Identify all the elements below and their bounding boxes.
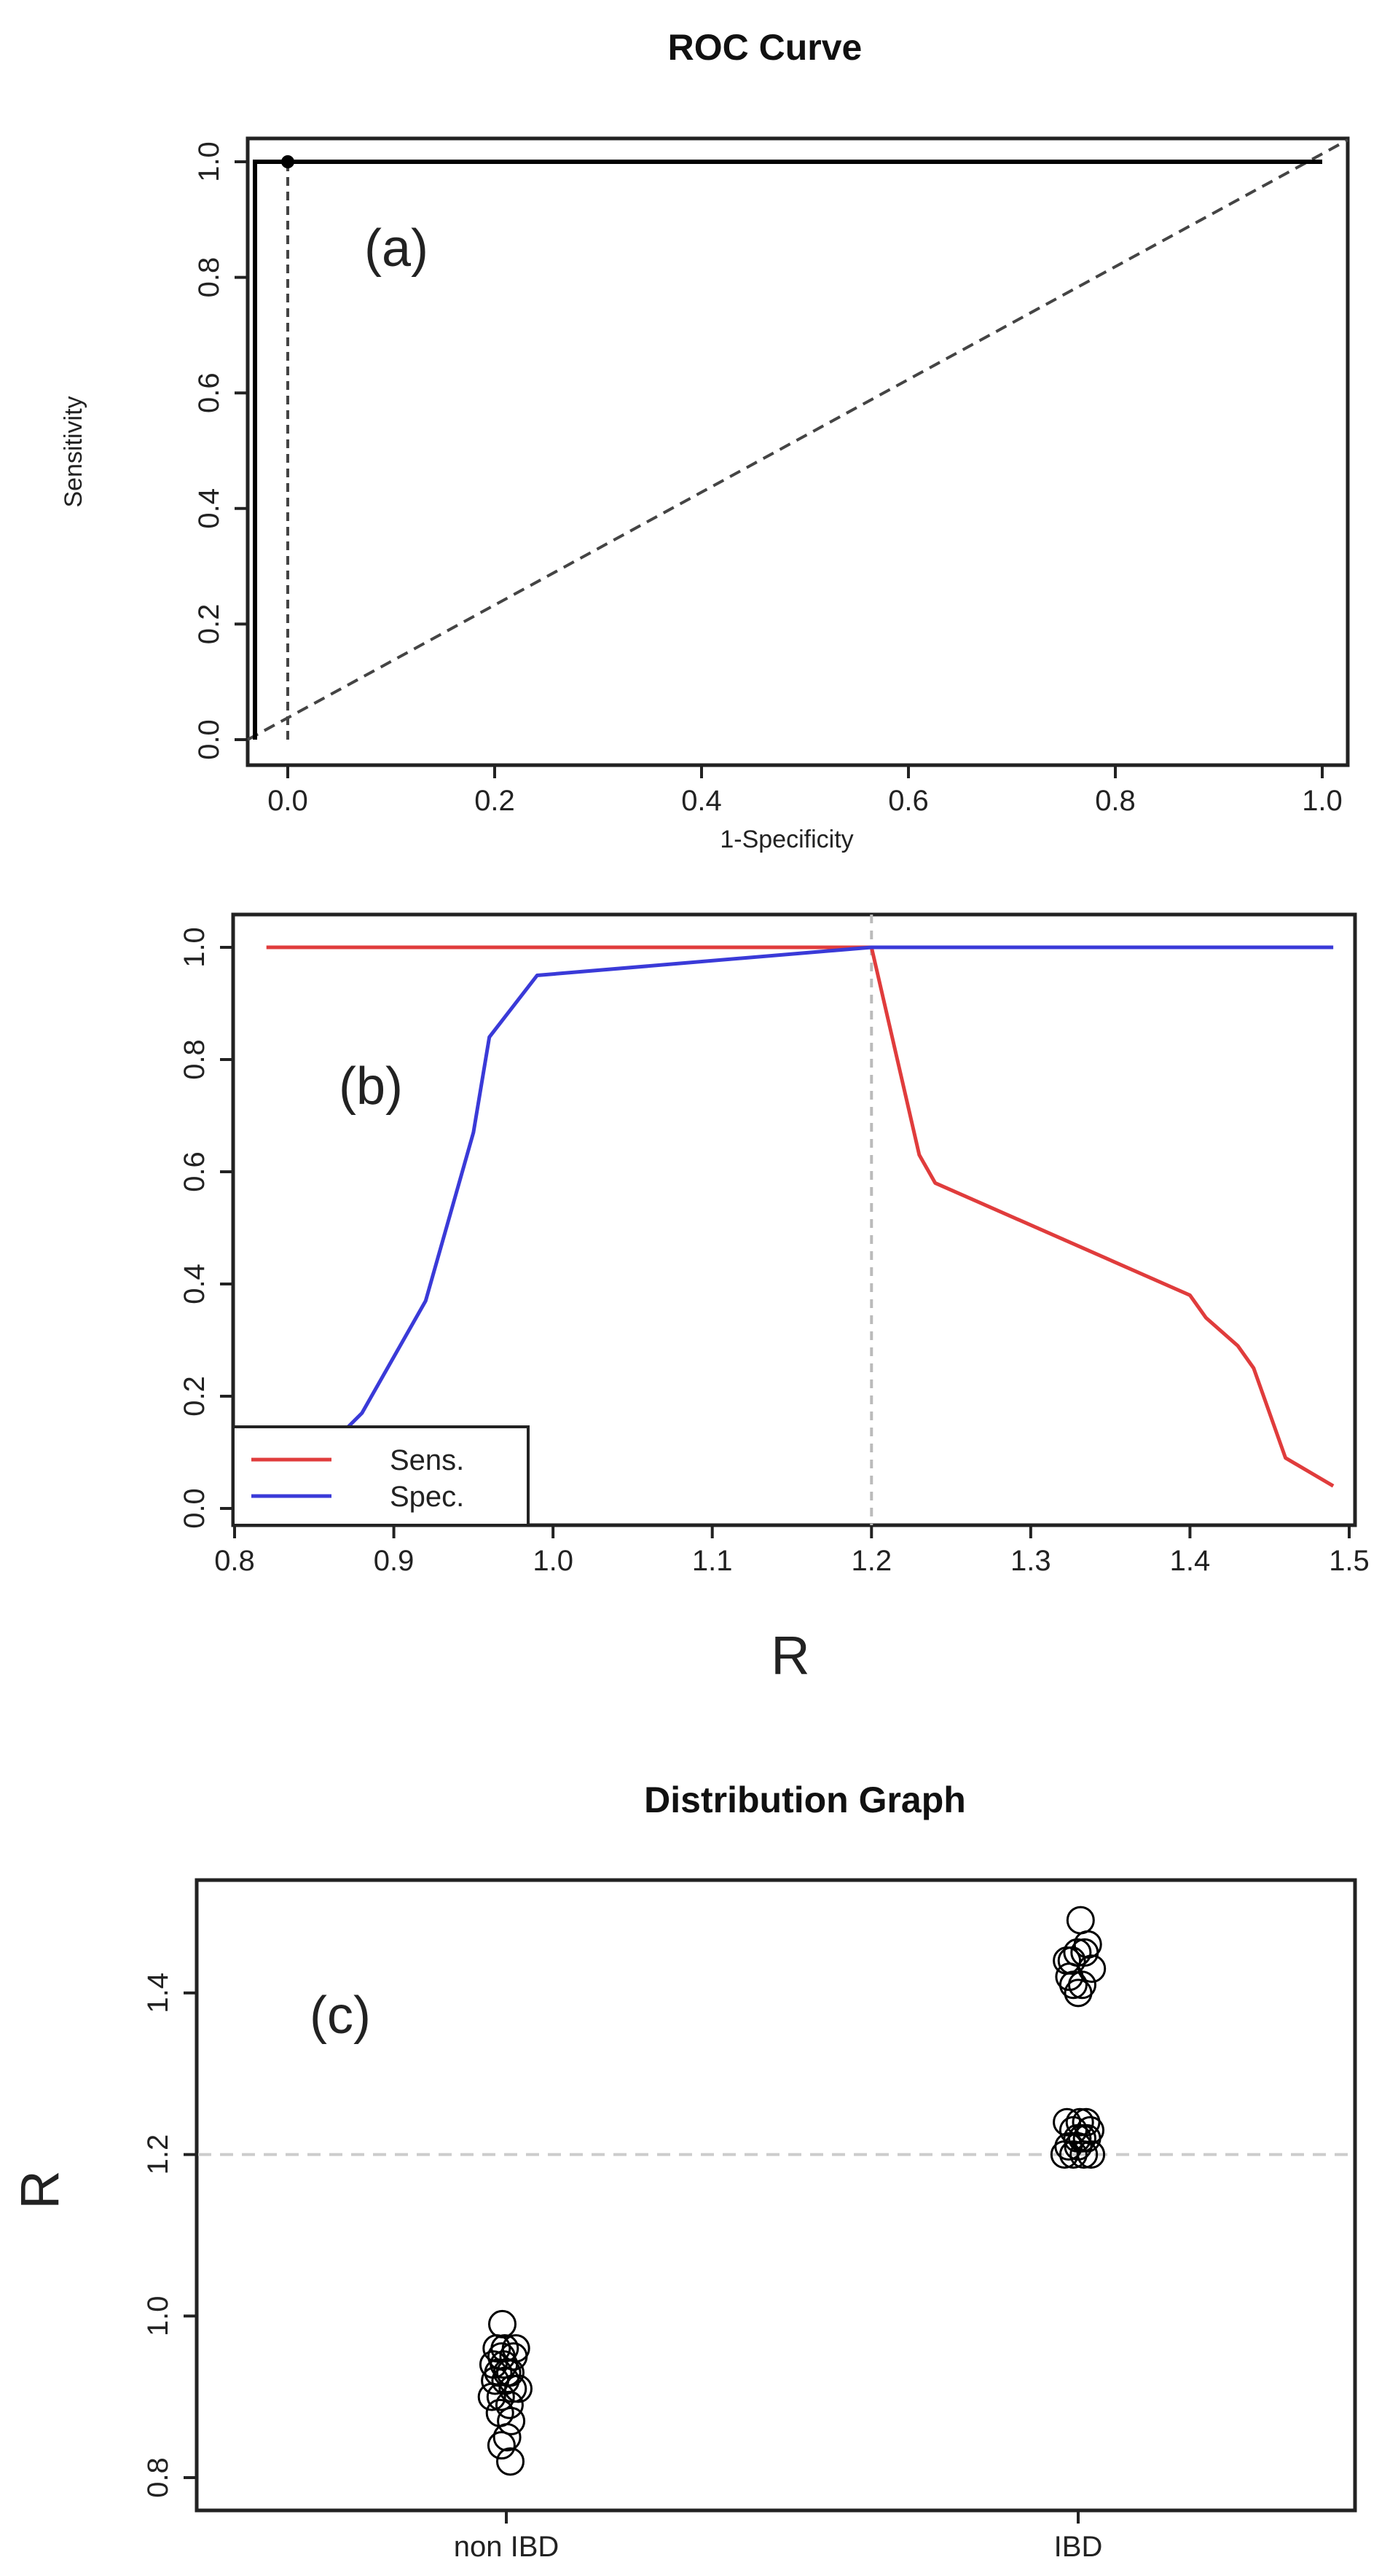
data-point xyxy=(1059,1970,1088,2000)
roc-y-tick-label: 0.0 xyxy=(193,719,225,760)
roc-y-tick-label: 1.0 xyxy=(193,141,225,182)
distribution-y-tick-label: 0.8 xyxy=(142,2457,174,2498)
sensitivity-curve xyxy=(266,945,1335,1488)
legend-label-sens: Sens. xyxy=(390,1444,464,1476)
sens-spec-x-tick-label: 1.4 xyxy=(1170,1545,1211,1577)
distribution-y-tick-label: 1.4 xyxy=(142,1973,174,2013)
data-point xyxy=(1057,1946,1086,1976)
roc-x-tick-label: 0.2 xyxy=(474,785,515,817)
roc-curve-panel: ROC Curve 0.00.20.40.60.81.0 0.0 0.2 0.4 0.… xyxy=(60,27,1350,853)
sens-spec-plot-frame xyxy=(231,912,1357,1527)
roc-x-tick-label: 0.8 xyxy=(1095,785,1136,817)
data-point xyxy=(496,2358,525,2387)
distribution-chart-title: Distribution Graph xyxy=(644,1780,966,1820)
specificity-curve xyxy=(264,945,1334,1510)
roc-x-tick-label: 0.6 xyxy=(888,785,929,817)
distribution-plot-frame xyxy=(195,1878,1357,2513)
sens-spec-x-tick-label: 1.5 xyxy=(1329,1545,1370,1577)
distribution-panel: Distribution Graph 0.8 1.0 1.2 1.4 non IBD I… xyxy=(9,1780,1357,2563)
sens-spec-y-tick-label: 0.2 xyxy=(178,1376,211,1417)
distribution-y-tick-label: 1.2 xyxy=(142,2134,174,2175)
roc-cutoff-point xyxy=(281,155,294,168)
sens-spec-y-tick-label: 0.4 xyxy=(178,1264,211,1304)
data-point xyxy=(1066,1906,1095,1935)
roc-y-axis: 0.0 0.2 0.4 0.6 0.8 1.0 xyxy=(193,141,248,760)
distribution-panel-label: (c) xyxy=(310,1986,371,2045)
roc-y-tick-label: 0.4 xyxy=(193,488,225,529)
data-point xyxy=(1069,2140,1099,2169)
legend-box xyxy=(232,1425,530,1527)
distribution-category-label: IBD xyxy=(1054,2531,1103,2563)
data-point xyxy=(497,2406,526,2435)
sens-spec-x-tick-label: 1.3 xyxy=(1010,1545,1051,1577)
sens-spec-panel-label: (b) xyxy=(339,1057,403,1116)
roc-plot-frame xyxy=(246,136,1350,767)
sens-spec-x-axis: 0.8 0.9 1.0 1.1 1.2 1.3 1.4 1.5 xyxy=(214,1525,1370,1577)
roc-x-tick-label: 0.4 xyxy=(681,785,722,817)
sens-spec-legend: Sens. Spec. xyxy=(232,1425,530,1527)
data-point xyxy=(488,2309,517,2338)
sens-spec-x-tick-label: 1.0 xyxy=(533,1545,573,1577)
sens-spec-y-tick-label: 0.8 xyxy=(178,1039,211,1080)
data-point xyxy=(504,2374,533,2403)
roc-plot-area xyxy=(247,138,1348,741)
roc-y-tick-label: 0.2 xyxy=(193,604,225,645)
roc-y-axis-label: Sensitivity xyxy=(60,396,87,507)
data-point xyxy=(1064,1978,1093,2008)
data-point xyxy=(477,2382,506,2411)
data-point xyxy=(1059,2140,1088,2169)
distribution-category-label: non IBD xyxy=(454,2531,559,2563)
data-point xyxy=(487,2431,516,2460)
roc-y-tick-label: 0.6 xyxy=(193,372,225,413)
distribution-y-axis: 0.8 1.0 1.2 1.4 xyxy=(142,1973,197,2498)
sens-spec-y-tick-label: 1.0 xyxy=(178,927,211,968)
sens-spec-y-tick-label: 0.6 xyxy=(178,1151,211,1192)
sens-spec-y-tick-label: 0.0 xyxy=(178,1488,211,1529)
distribution-y-axis-label: R xyxy=(9,2170,70,2209)
roc-x-axis-label: 1-Specificity xyxy=(720,826,853,853)
sens-spec-x-tick-label: 1.2 xyxy=(851,1545,892,1577)
distribution-plot-area xyxy=(198,1906,1354,2476)
roc-chance-diagonal xyxy=(247,138,1348,741)
roc-chart-title: ROC Curve xyxy=(668,27,863,68)
legend-label-spec: Spec. xyxy=(390,1481,464,1513)
sens-spec-plot-area xyxy=(264,915,1335,1525)
data-point xyxy=(492,2423,522,2452)
data-point xyxy=(495,2390,524,2419)
data-point xyxy=(496,2447,525,2476)
sens-spec-x-tick-label: 0.9 xyxy=(374,1545,415,1577)
distribution-y-tick-label: 1.0 xyxy=(142,2295,174,2336)
sens-spec-x-tick-label: 0.8 xyxy=(214,1545,255,1577)
sens-spec-x-tick-label: 1.1 xyxy=(692,1545,733,1577)
roc-panel-label: (a) xyxy=(364,219,428,278)
roc-curve-line xyxy=(253,160,1322,740)
roc-x-tick-label: 1.0 xyxy=(1302,785,1343,817)
data-point xyxy=(1065,2107,1094,2137)
data-point xyxy=(482,2334,511,2363)
sens-spec-y-axis: 0.0 0.2 0.4 0.6 0.8 1.0 xyxy=(178,927,233,1529)
roc-x-axis: 0.0 0.2 0.4 0.6 0.8 1.0 xyxy=(267,765,1343,817)
roc-y-tick-label: 0.8 xyxy=(193,257,225,298)
distribution-x-axis: non IBD IBD xyxy=(454,2510,1103,2563)
roc-x-tick-label: 0.0 xyxy=(267,785,308,817)
sens-spec-x-axis-label: R xyxy=(771,1625,809,1686)
data-point xyxy=(486,2382,515,2411)
sens-spec-panel: 0.0 0.2 0.4 0.6 0.8 1.0 0.8 0.9 1.0 1.1 1.2 1.3 1.4… xyxy=(178,912,1370,1686)
data-point xyxy=(1077,2140,1106,2169)
